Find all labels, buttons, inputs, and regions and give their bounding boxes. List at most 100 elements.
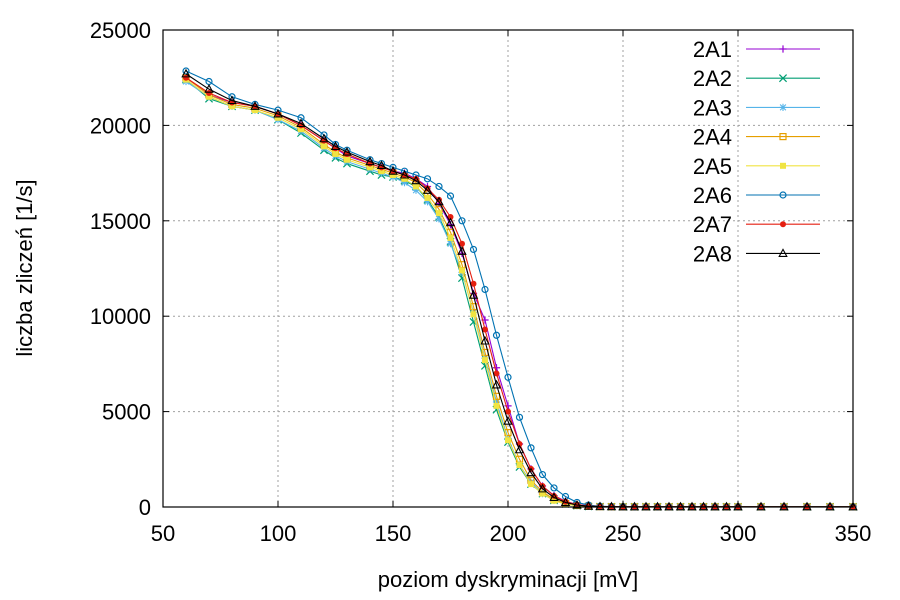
legend-label: 2A6 (693, 183, 732, 208)
data-point (412, 186, 420, 194)
data-point (505, 408, 511, 415)
data-point (492, 392, 501, 400)
legend-item: 2A5 (693, 154, 820, 179)
data-point (344, 156, 350, 163)
legend-marker (780, 162, 786, 169)
data-point (206, 89, 212, 96)
legend-marker (778, 248, 788, 257)
data-point (297, 114, 305, 122)
data-point (296, 118, 306, 128)
legend-label: 2A2 (693, 66, 732, 91)
data-point (641, 501, 651, 511)
data-point (537, 483, 548, 493)
y-tick-label: 20000 (90, 113, 151, 138)
data-point (505, 437, 511, 444)
x-tick-label: 250 (605, 521, 642, 546)
data-point (618, 501, 628, 511)
x-tick-label: 50 (151, 521, 175, 546)
x-tick-label: 300 (720, 521, 757, 546)
legend-marker (780, 221, 786, 228)
data-point (424, 194, 431, 201)
data-point (423, 198, 432, 206)
data-point (470, 280, 477, 287)
data-point (470, 311, 477, 318)
data-point (710, 501, 720, 511)
data-point (652, 501, 663, 511)
legend-item: 2A8 (693, 241, 820, 266)
data-point (298, 126, 304, 133)
data-point (538, 470, 547, 479)
x-axis-title: poziom dyskryminacji [mV] (378, 567, 638, 592)
data-point (756, 501, 766, 511)
data-point (528, 481, 534, 488)
legend-item: 2A3 (693, 95, 820, 120)
data-point (539, 490, 546, 497)
data-point (378, 168, 385, 175)
data-point (687, 501, 697, 511)
legend-marker (779, 45, 787, 53)
data-point (342, 146, 352, 156)
legend-label: 2A3 (693, 95, 732, 120)
legend-marker (779, 191, 787, 199)
data-point (447, 234, 454, 241)
data-point (516, 462, 523, 469)
data-point (413, 183, 419, 190)
y-tick-label: 5000 (102, 400, 151, 425)
data-point (388, 166, 398, 175)
data-point (229, 103, 235, 110)
data-point (446, 240, 455, 248)
data-point (434, 196, 444, 206)
data-point (721, 501, 732, 511)
data-point (319, 133, 329, 143)
data-point (572, 499, 582, 509)
data-point (733, 501, 743, 511)
y-tick-label: 25000 (90, 18, 151, 43)
data-point (482, 357, 488, 364)
x-tick-label: 150 (375, 521, 412, 546)
legend: 2A1 2A2 2A3 2A4 2A5 2A6 2A7 2A8 (693, 37, 820, 266)
x-tick-label: 200 (490, 521, 527, 546)
data-point (583, 500, 594, 510)
data-point (411, 175, 421, 185)
data-point (321, 143, 327, 150)
data-point (503, 415, 513, 425)
series-2A7 (183, 74, 856, 510)
data-point (332, 151, 339, 158)
legend-item: 2A1 (693, 37, 820, 62)
y-tick-label: 15000 (90, 209, 151, 234)
data-point (227, 95, 237, 105)
legend-marker (779, 103, 787, 111)
data-point (445, 217, 456, 227)
data-point (549, 492, 559, 502)
data-point (206, 93, 212, 100)
data-point (458, 217, 466, 225)
legend-marker (778, 74, 788, 83)
legend-item: 2A4 (693, 125, 820, 150)
data-point (595, 501, 605, 511)
data-point (252, 107, 258, 114)
data-point (435, 215, 443, 223)
data-point (825, 501, 835, 511)
data-point (423, 175, 432, 183)
data-point (550, 484, 558, 492)
legend-label: 2A8 (693, 241, 732, 266)
y-tick-label: 10000 (90, 304, 151, 329)
data-point (493, 370, 500, 377)
y-tick-label: 0 (139, 495, 151, 520)
data-point (250, 101, 260, 110)
data-point (273, 108, 283, 118)
data-point (480, 335, 490, 345)
data-point (514, 444, 525, 454)
data-point (181, 68, 191, 78)
data-point (527, 444, 535, 452)
data-point (436, 210, 442, 217)
x-tick-label: 350 (835, 521, 872, 546)
data-point (468, 290, 479, 299)
data-point (399, 169, 410, 179)
data-point (848, 501, 858, 511)
data-point (504, 373, 512, 381)
data-point (459, 267, 465, 274)
data-point (779, 501, 789, 511)
ticks: 50 100 150 200 250 300 350 0 5000 10000 15000 20000… (90, 18, 872, 546)
data-point (802, 501, 812, 511)
